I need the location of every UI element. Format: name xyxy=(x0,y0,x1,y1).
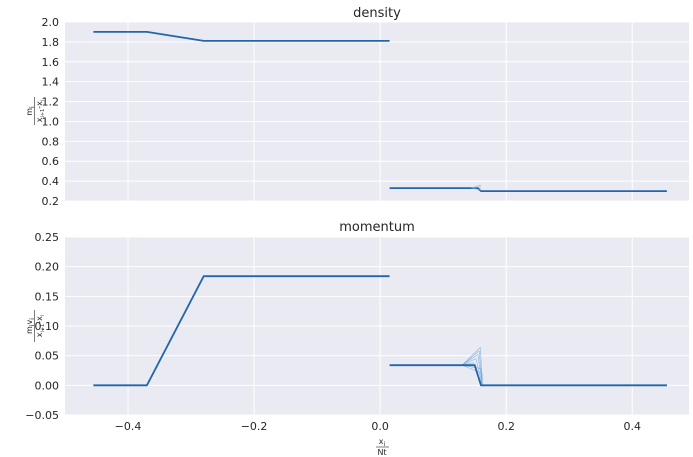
density-series xyxy=(93,31,667,192)
svg-text:mi: mi xyxy=(25,106,36,116)
density-plot-area xyxy=(65,22,689,201)
svg-text:xi: xi xyxy=(379,437,386,448)
y-tick-label: 0.00 xyxy=(35,379,60,392)
y-tick-label: 1.4 xyxy=(42,76,60,89)
y-tick-label: 0.6 xyxy=(42,155,60,168)
x-tick-label: 0.0 xyxy=(371,420,389,433)
momentum-y-ticks: −0.05 0.00 0.05 0.10 0.15 0.20 0.25 xyxy=(25,231,59,422)
density-ylabel: mi xi+1-xi xyxy=(25,97,46,125)
x-tick-label: 0.4 xyxy=(624,420,642,433)
fan-stroke xyxy=(461,358,477,366)
series-line-1 xyxy=(389,364,667,387)
y-tick-label: 1.8 xyxy=(42,36,60,49)
fan-stroke xyxy=(471,187,482,191)
svg-text:Nt: Nt xyxy=(377,448,386,457)
y-tick-label: −0.05 xyxy=(25,409,59,422)
x-tick-label: 0.2 xyxy=(497,420,515,433)
momentum-title: momentum xyxy=(339,220,415,235)
y-tick-label: 0.4 xyxy=(42,175,60,188)
density-y-ticks: 0.2 0.4 0.6 0.8 1.0 1.2 1.4 1.6 1.8 2.0 xyxy=(42,16,60,208)
series-line-0 xyxy=(93,275,390,387)
y-tick-label: 0.05 xyxy=(35,350,60,363)
y-tick-label: 0.20 xyxy=(35,261,60,274)
fan-stroke xyxy=(461,347,481,366)
y-tick-label: 1.2 xyxy=(42,96,60,109)
y-tick-label: 0.2 xyxy=(42,195,60,208)
svg-text:mivi: mivi xyxy=(25,318,36,334)
y-tick-label: 0.10 xyxy=(35,320,60,333)
fan-stroke xyxy=(461,354,479,366)
momentum-ylabel: mivi xi+1-xi xyxy=(25,310,46,342)
fan-stroke xyxy=(461,364,483,374)
x-axis-label: xi Nt xyxy=(376,437,389,457)
fan-stroke xyxy=(471,186,482,189)
density-panel: 0.2 0.4 0.6 0.8 1.0 1.2 1.4 1.6 1.8 2.0 density m… xyxy=(25,6,689,208)
momentum-series xyxy=(93,275,667,387)
momentum-panel: −0.05 0.00 0.05 0.10 0.15 0.20 0.25 −0.4 −0.2 0.… xyxy=(25,220,689,457)
svg-text:xi+1-xi: xi+1-xi xyxy=(35,100,46,123)
y-tick-label: 2.0 xyxy=(42,16,60,29)
y-tick-label: 1.6 xyxy=(42,56,60,69)
density-title: density xyxy=(353,6,401,21)
series-line-0 xyxy=(93,31,390,42)
x-tick-label: −0.2 xyxy=(241,420,268,433)
y-tick-label: 0.25 xyxy=(35,231,60,244)
svg-text:xi+1-xi: xi+1-xi xyxy=(35,315,46,338)
x-tick-label: −0.4 xyxy=(115,420,142,433)
y-tick-label: 1.0 xyxy=(42,115,60,128)
x-ticks: −0.4 −0.2 0.0 0.2 0.4 xyxy=(115,420,641,433)
fan-stroke xyxy=(471,184,482,189)
density-gridlines xyxy=(65,21,689,202)
y-tick-label: 0.8 xyxy=(42,135,60,148)
y-tick-label: 0.15 xyxy=(35,290,60,303)
